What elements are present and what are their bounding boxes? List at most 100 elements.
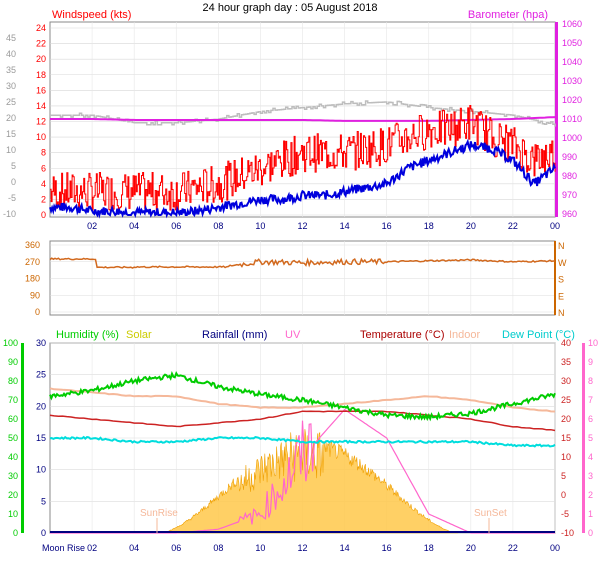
sunrise-label: SunRise [140,508,178,519]
windspeed-kts-tick: 16 [36,85,46,95]
panel3-x-tick: 14 [340,543,350,553]
uv-tick: 9 [588,357,593,367]
barometer-axis-label: Barometer (hpa) [468,9,548,21]
panel3-x-tick: 04 [129,543,139,553]
barometer-tick: 1060 [562,19,582,29]
panel1-x-ticks: 02 04 06 08 10 12 14 16 18 20 22 00 [87,221,560,231]
rainfall-ticks: 0 5 10 15 20 25 30 [36,338,46,538]
windspeed-outer-tick: 40 [6,49,16,59]
humidity-ticks: 0 10 20 30 40 50 60 70 80 90 100 [3,338,18,538]
windspeed-kts-tick: 4 [41,179,46,189]
sunset-label: SunSet [474,508,507,519]
wind-direction-degree-tick: 270 [25,257,40,267]
wind-direction-degree-ticks: 0 90 180 270 360 [25,240,40,317]
rainfall-tick: 20 [36,401,46,411]
uv-tick: 0 [588,528,593,538]
windspeed-kts-tick: 22 [36,39,46,49]
wind-direction-compass-tick: S [558,275,564,285]
windspeed-kts-tick: 18 [36,70,46,80]
temperature-tick: 30 [561,376,571,386]
rainfall-tick: 10 [36,465,46,475]
windspeed-outer-tick: 10 [6,145,16,155]
uv-tick: 7 [588,395,593,405]
panel1-x-tick: 12 [297,221,307,231]
uv-tick: 2 [588,490,593,500]
barometer-tick: 1030 [562,76,582,86]
legend-humidity: Humidity (%) [56,329,119,341]
legend-uv: UV [285,329,301,341]
legend-temperature: Temperature (°C) [360,329,444,341]
humidity-line [49,371,556,422]
panel3-x-tick: 02 [87,543,97,553]
windspeed-outer-tick: 30 [6,81,16,91]
uv-ticks: 0 1 2 3 4 5 6 7 8 9 10 [588,338,598,538]
barometer-tick: 1010 [562,114,582,124]
temperature-ticks: -10 -5 0 5 10 15 20 25 30 35 40 [561,338,574,538]
humidity-tick: 90 [8,357,18,367]
temperature-tick: 0 [561,490,566,500]
panel3-x-tick: 20 [466,543,476,553]
rainfall-tick: 5 [41,496,46,506]
windspeed-kts-tick: 8 [41,148,46,158]
wind-direction-compass-tick: N [558,241,565,251]
rainfall-tick: 30 [36,338,46,348]
humidity-tick: 100 [3,338,18,348]
legend-rainfall: Rainfall (mm) [202,329,267,341]
humidity-tick: 0 [13,528,18,538]
wind-direction-compass-tick: N [558,308,565,318]
rainfall-tick: 0 [41,528,46,538]
temperature-tick: -10 [561,528,574,538]
windspeed-kts-tick: 24 [36,23,46,33]
humidity-tick: 40 [8,452,18,462]
humidity-axis-bar [21,343,24,533]
panel1-x-tick: 10 [255,221,265,231]
barometer-indoor-line [50,100,556,127]
rainfall-tick: 15 [36,433,46,443]
temperature-tick: 10 [561,452,571,462]
panel3-x-tick: 00 [550,543,560,553]
humidity-tick: 50 [8,433,18,443]
panel1-x-tick: 04 [129,221,139,231]
panel3-x-tick: 22 [508,543,518,553]
windspeed-kts-tick: 0 [41,210,46,220]
panel1-x-tick: 18 [424,221,434,231]
barometer-line [50,116,556,122]
wind-direction-line [49,257,556,269]
panel2-grid [50,241,556,315]
windspeed-outer-tick: -5 [8,193,16,203]
uv-tick: 4 [588,452,593,462]
temperature-tick: 15 [561,433,571,443]
barometer-ticks: 960 970 980 990 1000 1010 1020 1030 1040 1050 1060 [555,19,582,219]
panel3-x-tick: 06 [171,543,181,553]
barometer-axis-bar [555,22,558,217]
windspeed-outer-tick: 0 [11,177,16,187]
panel1-x-tick: 02 [87,221,97,231]
windspeed-kts-tick: 2 [41,194,46,204]
barometer-tick: 1040 [562,57,582,67]
humidity-tick: 60 [8,414,18,424]
panel1-x-tick: 00 [550,221,560,231]
legend-dewpoint: Dew Point (°C) [502,329,575,341]
panel3-x-tick: 12 [297,543,307,553]
windspeed-outer-tick: 5 [11,161,16,171]
temperature-tick: 25 [561,395,571,405]
uv-axis-bar [582,343,585,533]
temperature-line [49,410,556,432]
uv-tick: 3 [588,471,593,481]
windspeed-outer-tick: 25 [6,97,16,107]
barometer-tick: 1050 [562,38,582,48]
windspeed-outer-tick: 20 [6,113,16,123]
panel1-x-tick: 20 [466,221,476,231]
wind-avg-line [49,138,556,219]
panel1-x-tick: 08 [213,221,223,231]
humidity-tick: 80 [8,376,18,386]
wind-direction-degree-tick: 90 [30,290,40,300]
humidity-tick: 70 [8,395,18,405]
wind-direction-compass-tick: W [558,258,567,268]
windspeed-outer-tick: 35 [6,65,16,75]
windspeed-kts-tick: 6 [41,163,46,173]
wind-direction-degree-tick: 360 [25,240,40,250]
